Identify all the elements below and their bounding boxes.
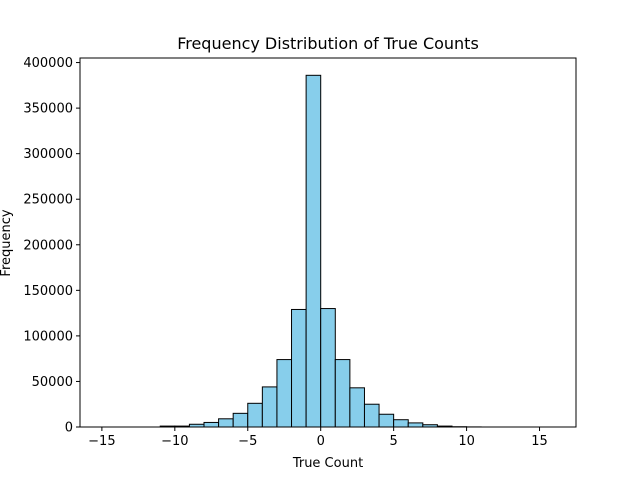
histogram-bar bbox=[203, 421, 220, 428]
x-axis-ticks: −15 −10 −5 0 5 10 15 bbox=[88, 427, 548, 449]
x-axis-label: True Count bbox=[292, 456, 363, 471]
x-tick-label: 0 bbox=[317, 434, 325, 449]
histogram-bar bbox=[232, 412, 249, 428]
histogram-bar bbox=[291, 308, 307, 428]
histogram-bar bbox=[276, 359, 293, 428]
histogram-bar bbox=[378, 413, 395, 428]
y-tick-label: 50000 bbox=[32, 375, 73, 390]
x-tick-label: 5 bbox=[390, 434, 398, 449]
y-axis-ticks: 0 50000 100000 150000 200000 250000 300000 3500… bbox=[23, 56, 80, 436]
y-tick-label: 150000 bbox=[23, 284, 73, 299]
histogram-bar bbox=[334, 359, 351, 428]
y-tick-label: 0 bbox=[65, 421, 73, 436]
histogram-bar bbox=[363, 403, 380, 428]
x-tick-label: −15 bbox=[88, 434, 115, 449]
y-tick-label: 100000 bbox=[23, 329, 73, 344]
chart-title: Frequency Distribution of True Counts bbox=[177, 34, 479, 53]
x-tick-label: −5 bbox=[238, 434, 257, 449]
y-tick-label: 400000 bbox=[23, 56, 73, 71]
histogram-bar bbox=[393, 419, 409, 428]
plot-frame bbox=[79, 57, 577, 428]
histogram-bar bbox=[247, 402, 263, 428]
bars-group bbox=[159, 74, 482, 428]
y-tick-label: 350000 bbox=[23, 102, 73, 117]
x-tick-label: −10 bbox=[161, 434, 188, 449]
histogram-bar bbox=[218, 418, 234, 428]
y-tick-label: 200000 bbox=[23, 238, 73, 253]
histogram-bar bbox=[320, 308, 336, 428]
y-tick-label: 300000 bbox=[23, 147, 73, 162]
y-tick-label: 250000 bbox=[23, 193, 73, 208]
histogram-bar bbox=[349, 387, 365, 428]
y-axis-label: Frequency bbox=[0, 209, 14, 276]
histogram-bar bbox=[305, 74, 322, 428]
histogram-bar bbox=[261, 386, 278, 428]
histogram-bar bbox=[407, 422, 424, 428]
x-tick-label: 15 bbox=[531, 434, 548, 449]
x-tick-label: 10 bbox=[458, 434, 475, 449]
